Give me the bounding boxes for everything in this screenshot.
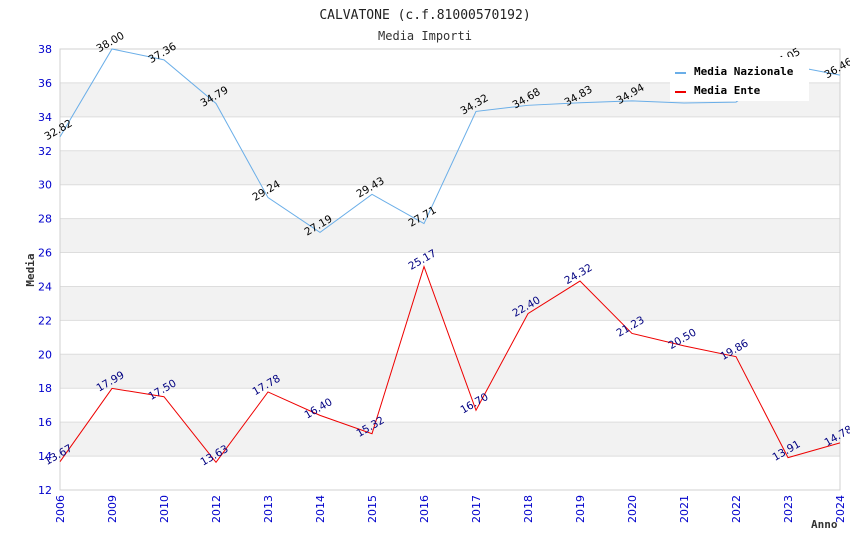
- y-tick-label: 28: [38, 213, 52, 226]
- y-tick-label: 30: [38, 179, 52, 192]
- data-label: 24.32: [562, 262, 594, 287]
- data-label: 13.67: [42, 442, 74, 467]
- x-tick-label: 2021: [678, 495, 691, 523]
- y-tick-label: 32: [38, 145, 52, 158]
- x-tick-label: 2023: [782, 495, 795, 523]
- y-tick-label: 20: [38, 348, 52, 361]
- chart-subtitle: Media Importi: [378, 29, 472, 43]
- data-label: 16.40: [302, 396, 334, 421]
- grid-band: [60, 219, 840, 253]
- x-tick-label: 2009: [106, 495, 119, 523]
- plot-background-bands: [60, 83, 840, 456]
- y-tick-label: 26: [38, 247, 52, 260]
- legend-swatch-media-ente: [675, 91, 686, 93]
- y-tick-label: 12: [38, 484, 52, 497]
- x-tick-label: 2016: [418, 495, 431, 523]
- x-tick-label: 2020: [626, 495, 639, 523]
- x-tick-label: 2012: [210, 495, 223, 523]
- legend-label-media-nazionale: Media Nazionale: [694, 65, 794, 78]
- data-label: 36.46: [822, 56, 850, 82]
- y-tick-label: 16: [38, 416, 52, 429]
- x-tick-label: 2006: [54, 495, 67, 523]
- x-tick-label: 2010: [158, 495, 171, 523]
- y-tick-label: 34: [38, 111, 52, 124]
- x-axis-title: Anno: [811, 518, 838, 531]
- grid-band: [60, 286, 840, 320]
- x-tick-label: 2017: [470, 495, 483, 523]
- legend-swatch-media-nazionale: [675, 72, 686, 74]
- y-tick-label: 24: [38, 280, 52, 293]
- y-axis-title: Media: [24, 253, 37, 286]
- y-tick-label: 22: [38, 314, 52, 327]
- x-tick-label: 2022: [730, 495, 743, 523]
- x-axis-ticks: 2006 2009 2010 2012 2013 2014 2015 2016 2017 2018…: [54, 495, 847, 523]
- data-label: 37.36: [146, 40, 178, 66]
- legend: Media Nazionale Media Ente: [670, 57, 809, 101]
- chart-title: CALVATONE (c.f.81000570192): [319, 8, 530, 23]
- legend-label-media-ente: Media Ente: [694, 84, 761, 97]
- data-label: 16.70: [458, 391, 490, 416]
- y-tick-label: 36: [38, 77, 52, 90]
- y-tick-label: 18: [38, 382, 52, 395]
- x-tick-label: 2018: [522, 495, 535, 523]
- grid-band: [60, 422, 840, 456]
- x-tick-label: 2014: [314, 495, 327, 523]
- x-tick-label: 2019: [574, 495, 587, 523]
- y-tick-label: 38: [38, 43, 52, 56]
- x-tick-label: 2015: [366, 495, 379, 523]
- x-tick-label: 2013: [262, 495, 275, 523]
